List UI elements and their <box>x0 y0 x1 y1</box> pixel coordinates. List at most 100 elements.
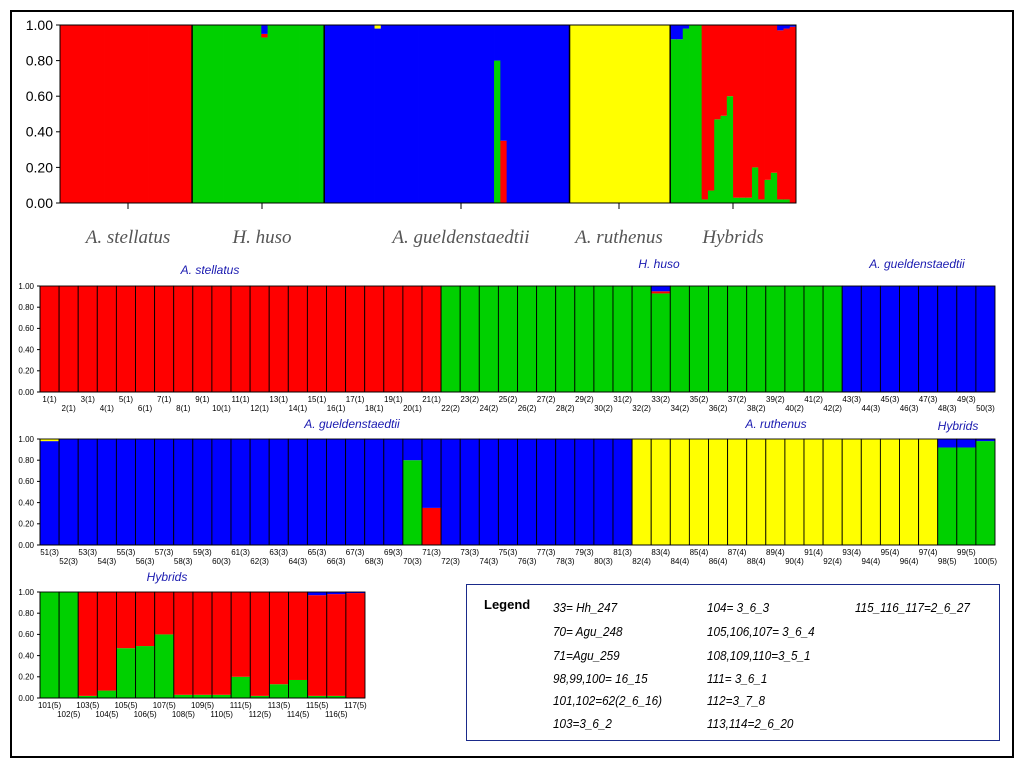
panel-1-bar-segment <box>250 286 270 392</box>
panel-2-bar-segment <box>937 447 957 545</box>
panel-1-x-tick-label: 1(1) <box>42 395 57 404</box>
panel-2-x-tick-label: 76(3) <box>518 557 537 566</box>
panel-3-x-tick-label: 103(5) <box>76 701 99 710</box>
panel-1-bar-segment <box>326 286 346 392</box>
overview-bar-segment <box>588 25 596 203</box>
panel-1-x-tick-label: 40(2) <box>785 404 804 413</box>
overview-bar-segment <box>462 25 470 203</box>
panel-2-bar-segment <box>326 439 346 545</box>
panel-2-x-tick-label: 95(4) <box>881 548 900 557</box>
overview-bar-segment <box>141 25 149 203</box>
overview-bar-segment <box>393 25 401 203</box>
overview-bar-segment <box>538 25 545 203</box>
overview-y-tick-label: 0.00 <box>26 195 53 211</box>
panel-1-x-tick-label: 5(1) <box>119 395 134 404</box>
panel-3-bar-segment <box>212 694 232 698</box>
overview-bar-segment <box>739 25 747 198</box>
overview-bar-segment <box>701 25 709 200</box>
panel-3-y-tick-label: 0.20 <box>18 673 34 682</box>
panel-3-bar-segment <box>269 592 289 685</box>
panel-1-x-tick-label: 26(2) <box>518 404 537 413</box>
panel-3-bar-segment <box>250 695 270 698</box>
panel-1-x-tick-label: 36(2) <box>709 404 728 413</box>
overview-bar-segment <box>110 25 118 203</box>
panel-1-x-tick-label: 44(3) <box>862 404 881 413</box>
panel-1-bar-segment <box>288 286 308 392</box>
legend-entry: 70= Agu_248 <box>553 624 623 639</box>
panel-3-x-tick-label: 113(5) <box>268 701 291 710</box>
panel-1-bar-segment <box>632 286 652 392</box>
panel-1-x-tick-label: 41(2) <box>804 395 823 404</box>
panel-2-bar-segment <box>402 439 422 461</box>
overview-bar-segment <box>626 25 633 203</box>
panel-1-x-tick-label: 12(1) <box>250 404 269 413</box>
overview-bar-segment <box>657 25 665 203</box>
overview-bar-segment <box>236 25 243 203</box>
panel-1-bar-segment <box>422 286 442 392</box>
panel-3-x-tick-label: 107(5) <box>153 701 176 710</box>
overview-bar-segment <box>575 25 583 203</box>
panel-2-x-tick-label: 62(3) <box>250 557 269 566</box>
overview-bar-segment <box>217 25 224 203</box>
overview-bar-segment <box>261 33 268 38</box>
panel-3-bar-segment <box>173 592 193 695</box>
panel-1-group-label: A. stellatus <box>180 263 240 277</box>
panel-1-y-tick-label: 0.00 <box>18 388 34 397</box>
panel-2-bar-segment <box>154 439 174 545</box>
panel-1-x-tick-label: 10(1) <box>212 404 231 413</box>
overview-bar-segment <box>569 25 577 203</box>
panel-1-y-tick-label: 0.80 <box>18 303 34 312</box>
overview-bar-segment <box>355 25 363 203</box>
panel-1-bar-segment <box>211 286 231 392</box>
panel-2-x-tick-label: 100(5) <box>974 557 997 566</box>
panel-1-x-tick-label: 34(2) <box>671 404 690 413</box>
overview-bar-segment <box>192 25 199 203</box>
overview-bar-segment <box>726 96 734 203</box>
panel-2-x-tick-label: 73(3) <box>460 548 479 557</box>
panel-2-x-tick-label: 87(4) <box>728 548 747 557</box>
legend-entry: 103=3_6_2 <box>553 716 612 731</box>
overview-bar-segment <box>726 25 734 97</box>
panel-2-bar-segment <box>460 439 480 545</box>
overview-bar-segment <box>607 25 614 203</box>
panel-2-x-tick-label: 97(4) <box>919 548 938 557</box>
panel-2-x-tick-label: 88(4) <box>747 557 766 566</box>
overview-bar-segment <box>720 115 728 203</box>
panel-3-bar-segment <box>231 592 251 677</box>
panel-3-bar-segment <box>307 595 327 696</box>
panel-3-x-tick-label: 115(5) <box>306 701 329 710</box>
overview-bar-segment <box>166 25 174 203</box>
overview-bar-segment <box>707 190 715 203</box>
panel-1-bar-segment <box>784 286 804 392</box>
overview-bar-segment <box>456 25 463 203</box>
overview-group-label: H. huso <box>231 227 291 248</box>
panel-2-bar-segment <box>632 439 652 545</box>
panel-3-x-tick-label: 116(5) <box>325 710 348 719</box>
panel-2-x-tick-label: 89(4) <box>766 548 785 557</box>
overview-bar-segment <box>255 25 262 203</box>
panel-1-x-tick-label: 27(2) <box>537 395 556 404</box>
overview-bar-segment <box>380 25 388 203</box>
overview-bar-segment <box>286 25 294 203</box>
panel-2-bar-segment <box>498 439 518 545</box>
panel-3-x-tick-label: 105(5) <box>114 701 137 710</box>
panel-2-x-tick-label: 69(3) <box>384 548 403 557</box>
legend-entry: 71=Agu_259 <box>553 648 620 663</box>
overview-bar-segment <box>506 25 514 203</box>
panel-1-x-tick-label: 33(2) <box>651 395 670 404</box>
overview-bar-segment <box>770 25 778 173</box>
panel-2-bar-segment <box>211 439 231 545</box>
panel-1-bar-segment <box>727 286 747 392</box>
panel-1-bar-segment <box>689 286 709 392</box>
overview-y-tick-label: 0.20 <box>26 159 53 175</box>
panel-2-x-tick-label: 77(3) <box>537 548 556 557</box>
panel-2-bar-segment <box>173 439 193 545</box>
panel-2-x-tick-label: 51(3) <box>40 548 59 557</box>
panel-1-x-tick-label: 21(1) <box>422 395 441 404</box>
panel-2-bar-segment <box>613 439 633 545</box>
overview-bar-segment <box>783 25 791 29</box>
panel-1-y-tick-label: 0.20 <box>18 367 34 376</box>
panel-1-bar-segment <box>880 286 900 392</box>
overview-bar-segment <box>185 25 193 203</box>
overview-bar-segment <box>758 25 765 200</box>
